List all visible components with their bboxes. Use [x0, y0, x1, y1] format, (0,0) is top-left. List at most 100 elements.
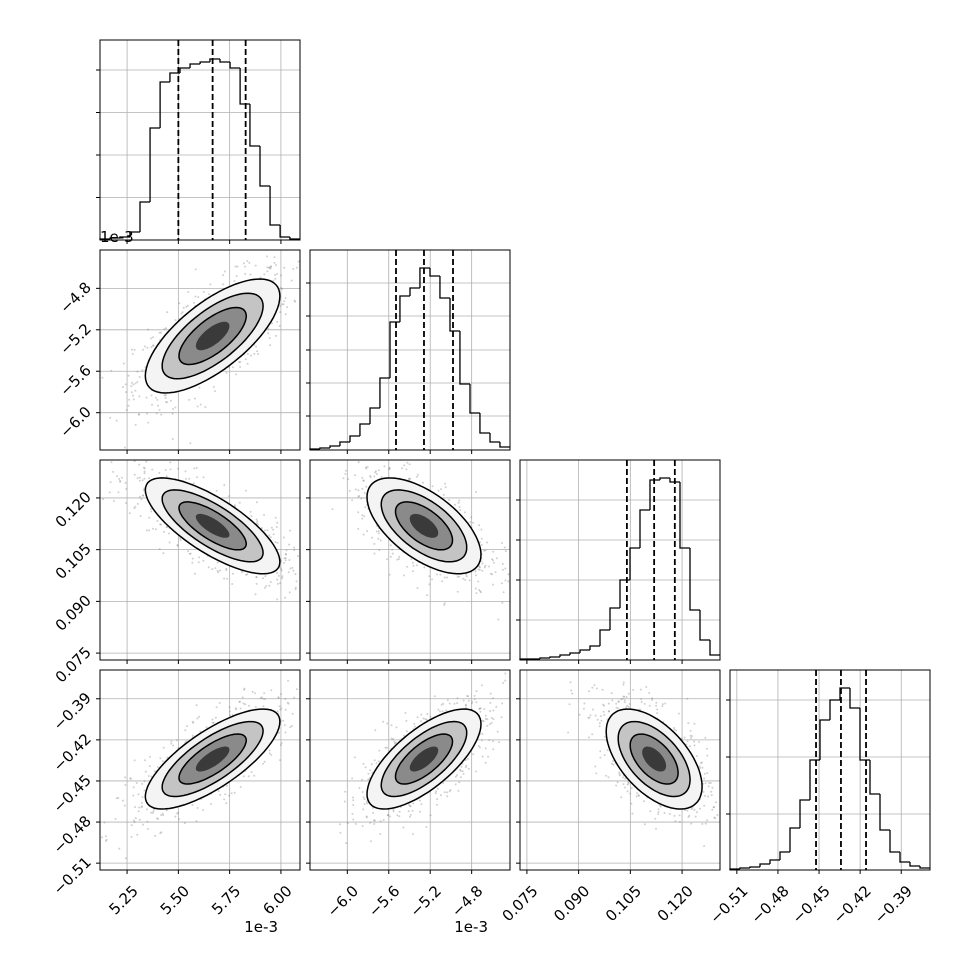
sample-point [133, 348, 136, 351]
sample-point [481, 719, 484, 722]
sample-point [166, 311, 169, 314]
sample-point [444, 486, 447, 489]
sample-point [471, 700, 474, 703]
sample-point [412, 802, 415, 805]
sample-point [156, 398, 159, 401]
sample-point [367, 778, 370, 781]
sample-point [253, 692, 256, 695]
sample-point [695, 755, 698, 758]
sample-point [391, 552, 394, 555]
sample-point [192, 301, 195, 304]
sample-point [122, 362, 125, 365]
sample-point [142, 466, 145, 469]
sample-point [362, 796, 365, 799]
histogram-step [589, 645, 600, 650]
sample-point [255, 518, 258, 521]
sample-point [495, 557, 498, 560]
sample-point [386, 814, 389, 816]
sample-point [284, 708, 287, 711]
sample-point [475, 592, 478, 595]
sample-point [283, 557, 286, 560]
sample-point [484, 717, 487, 720]
sample-point [466, 757, 469, 760]
sample-point [360, 497, 363, 500]
sample-point [145, 396, 148, 399]
sample-point [211, 568, 214, 571]
sample-point [363, 515, 366, 518]
sample-point [170, 742, 173, 745]
sample-point [694, 815, 697, 818]
sample-point [146, 808, 148, 811]
sample-point [139, 515, 142, 518]
histogram-step [709, 640, 720, 656]
sample-point [268, 584, 271, 587]
sample-point [420, 713, 423, 716]
sample-point [187, 291, 190, 293]
panel-frame [99, 459, 301, 661]
sample-point [480, 543, 483, 546]
sample-point [251, 690, 254, 693]
sample-point [372, 811, 374, 814]
sample-point [160, 523, 163, 526]
sample-point [459, 509, 462, 511]
sample-point [142, 494, 145, 497]
sample-point [478, 588, 481, 591]
sample-point [386, 746, 388, 749]
sample-point [267, 327, 270, 330]
density-level [195, 321, 230, 351]
sample-point [168, 541, 171, 544]
sample-point [160, 814, 163, 816]
sample-point [472, 753, 475, 756]
sample-point [367, 772, 370, 775]
sample-point [219, 569, 222, 572]
sample-point [456, 590, 459, 593]
sample-point [163, 530, 165, 533]
sample-point [293, 546, 296, 549]
histogram-step [289, 237, 300, 240]
sample-point [369, 821, 372, 824]
sample-point [146, 820, 149, 823]
sample-point [595, 772, 598, 775]
sample-point [351, 812, 354, 815]
y-tick-label: −6.0 [56, 403, 94, 441]
sample-point [193, 397, 196, 400]
sample-point [154, 528, 157, 531]
sample-point [264, 698, 267, 701]
y-tick-label: 0.120 [52, 488, 95, 531]
sample-point [440, 703, 443, 706]
contour [178, 306, 248, 366]
sample-point [233, 280, 236, 282]
sample-point [361, 825, 364, 827]
sample-point [465, 764, 468, 767]
sample-point [125, 487, 128, 490]
sample-point [622, 783, 625, 786]
sample-point [458, 506, 461, 508]
sample-point [484, 761, 487, 764]
sample-point [152, 336, 154, 339]
sample-point [357, 495, 360, 498]
sample-point [440, 488, 442, 491]
sample-point [269, 267, 272, 270]
sample-point [249, 273, 252, 276]
sample-point [234, 265, 237, 268]
sample-point [500, 716, 503, 719]
sample-point [420, 803, 423, 806]
sample-point [143, 789, 146, 792]
sample-point [488, 565, 491, 568]
sample-point [141, 796, 144, 799]
sample-point [248, 704, 250, 707]
sample-point [491, 573, 493, 576]
sample-point [344, 790, 347, 793]
sample-point [654, 817, 657, 820]
sample-point [137, 810, 140, 813]
sample-point [276, 582, 279, 585]
sample-point [352, 799, 355, 802]
sample-point [204, 406, 207, 409]
sample-point [276, 710, 279, 713]
sample-point [369, 840, 372, 843]
sample-point [159, 832, 162, 835]
sample-point [478, 746, 481, 749]
sample-point [124, 383, 127, 386]
sample-point [494, 571, 497, 574]
sample-point [286, 306, 289, 309]
